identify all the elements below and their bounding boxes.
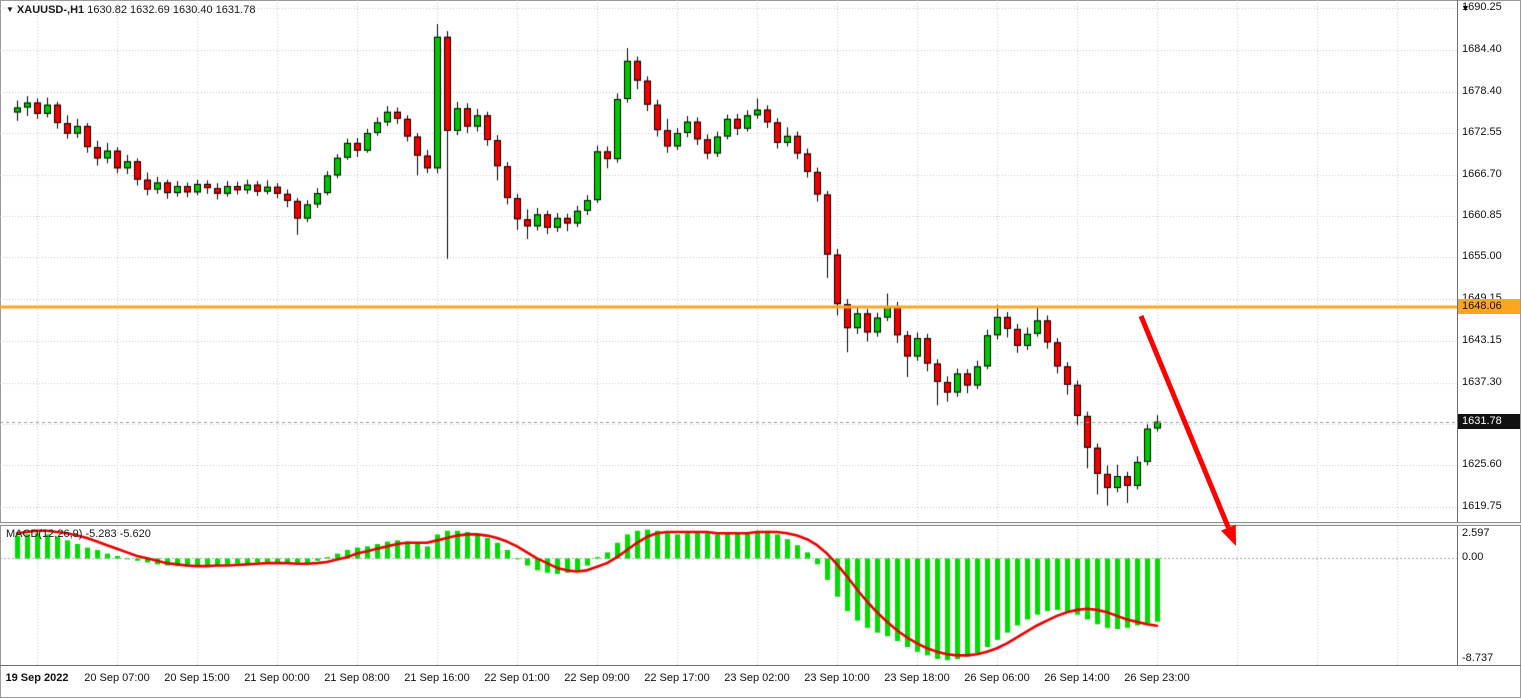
price-axis-label: 1637.30 — [1462, 375, 1502, 388]
price-axis-label: 1643.15 — [1462, 334, 1502, 347]
bid-price-tag: 1631.78 — [1458, 413, 1520, 429]
time-axis-label: 21 Sep 00:00 — [244, 672, 310, 684]
time-axis-label: 23 Sep 10:00 — [804, 672, 870, 684]
price-axis-label: 1655.00 — [1462, 250, 1502, 263]
time-axis-label: 26 Sep 14:00 — [1044, 672, 1110, 684]
time-axis-label: 19 Sep 2022 — [5, 672, 69, 684]
chart-title: ▼ XAUUSD-,H1 1630.82 1632.69 1630.40 1631… — [6, 4, 255, 16]
price-axis-label: 1672.55 — [1462, 126, 1502, 139]
time-axis-label: 21 Sep 08:00 — [324, 672, 390, 684]
time-axis-border — [0, 665, 1521, 666]
scroll-to-end-icon[interactable]: ▼ — [1461, 3, 1470, 13]
time-axis-label: 21 Sep 16:00 — [404, 672, 470, 684]
macd-indicator-canvas[interactable] — [0, 526, 1457, 665]
main-chart-canvas[interactable] — [0, 0, 1457, 522]
time-axis-label: 20 Sep 07:00 — [84, 672, 150, 684]
time-axis-label: 22 Sep 17:00 — [644, 672, 710, 684]
time-axis-label: 22 Sep 01:00 — [484, 672, 550, 684]
price-axis-label: 1660.85 — [1462, 209, 1502, 222]
time-axis-label: 26 Sep 23:00 — [1124, 672, 1190, 684]
price-axis-label: 1625.60 — [1462, 458, 1502, 471]
price-axis-label: 1690.25 — [1462, 1, 1502, 14]
time-axis-label: 23 Sep 18:00 — [884, 672, 950, 684]
price-axis-label: 1619.75 — [1462, 499, 1502, 512]
chevron-down-icon[interactable]: ▼ — [6, 5, 14, 14]
macd-indicator-label: MACD(12,26,9) -5.283 -5.620 — [6, 528, 151, 540]
ohlc-values: 1630.82 1632.69 1630.40 1631.78 — [87, 4, 256, 16]
macd-axis-label: 2.597 — [1462, 527, 1490, 539]
macd-axis-label: -8.737 — [1462, 652, 1494, 664]
hline-price-tag: 1648.06 — [1458, 298, 1520, 314]
macd-axis-label: 0.00 — [1462, 551, 1484, 564]
time-axis-label: 20 Sep 15:00 — [164, 672, 230, 684]
price-axis-label: 1678.40 — [1462, 84, 1502, 97]
time-axis-label: 22 Sep 09:00 — [564, 672, 630, 684]
panel-separator[interactable] — [0, 522, 1521, 526]
price-axis-border — [1457, 0, 1458, 665]
symbol-timeframe-label: XAUUSD-,H1 — [16, 4, 85, 16]
price-axis-label: 1684.40 — [1462, 42, 1502, 55]
price-axis-label: 1666.70 — [1462, 167, 1502, 180]
time-axis-label: 26 Sep 06:00 — [964, 672, 1030, 684]
time-axis-label: 23 Sep 02:00 — [724, 672, 790, 684]
